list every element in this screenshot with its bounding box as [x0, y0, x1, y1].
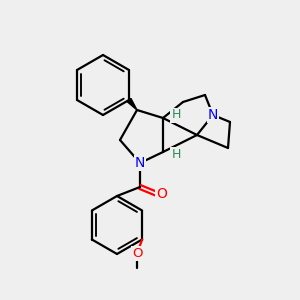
- Text: N: N: [135, 156, 145, 170]
- Text: O: O: [157, 187, 167, 201]
- Text: H: H: [171, 148, 181, 160]
- Text: H: H: [171, 109, 181, 122]
- Text: O: O: [132, 247, 142, 260]
- Text: N: N: [208, 108, 218, 122]
- Polygon shape: [127, 98, 137, 110]
